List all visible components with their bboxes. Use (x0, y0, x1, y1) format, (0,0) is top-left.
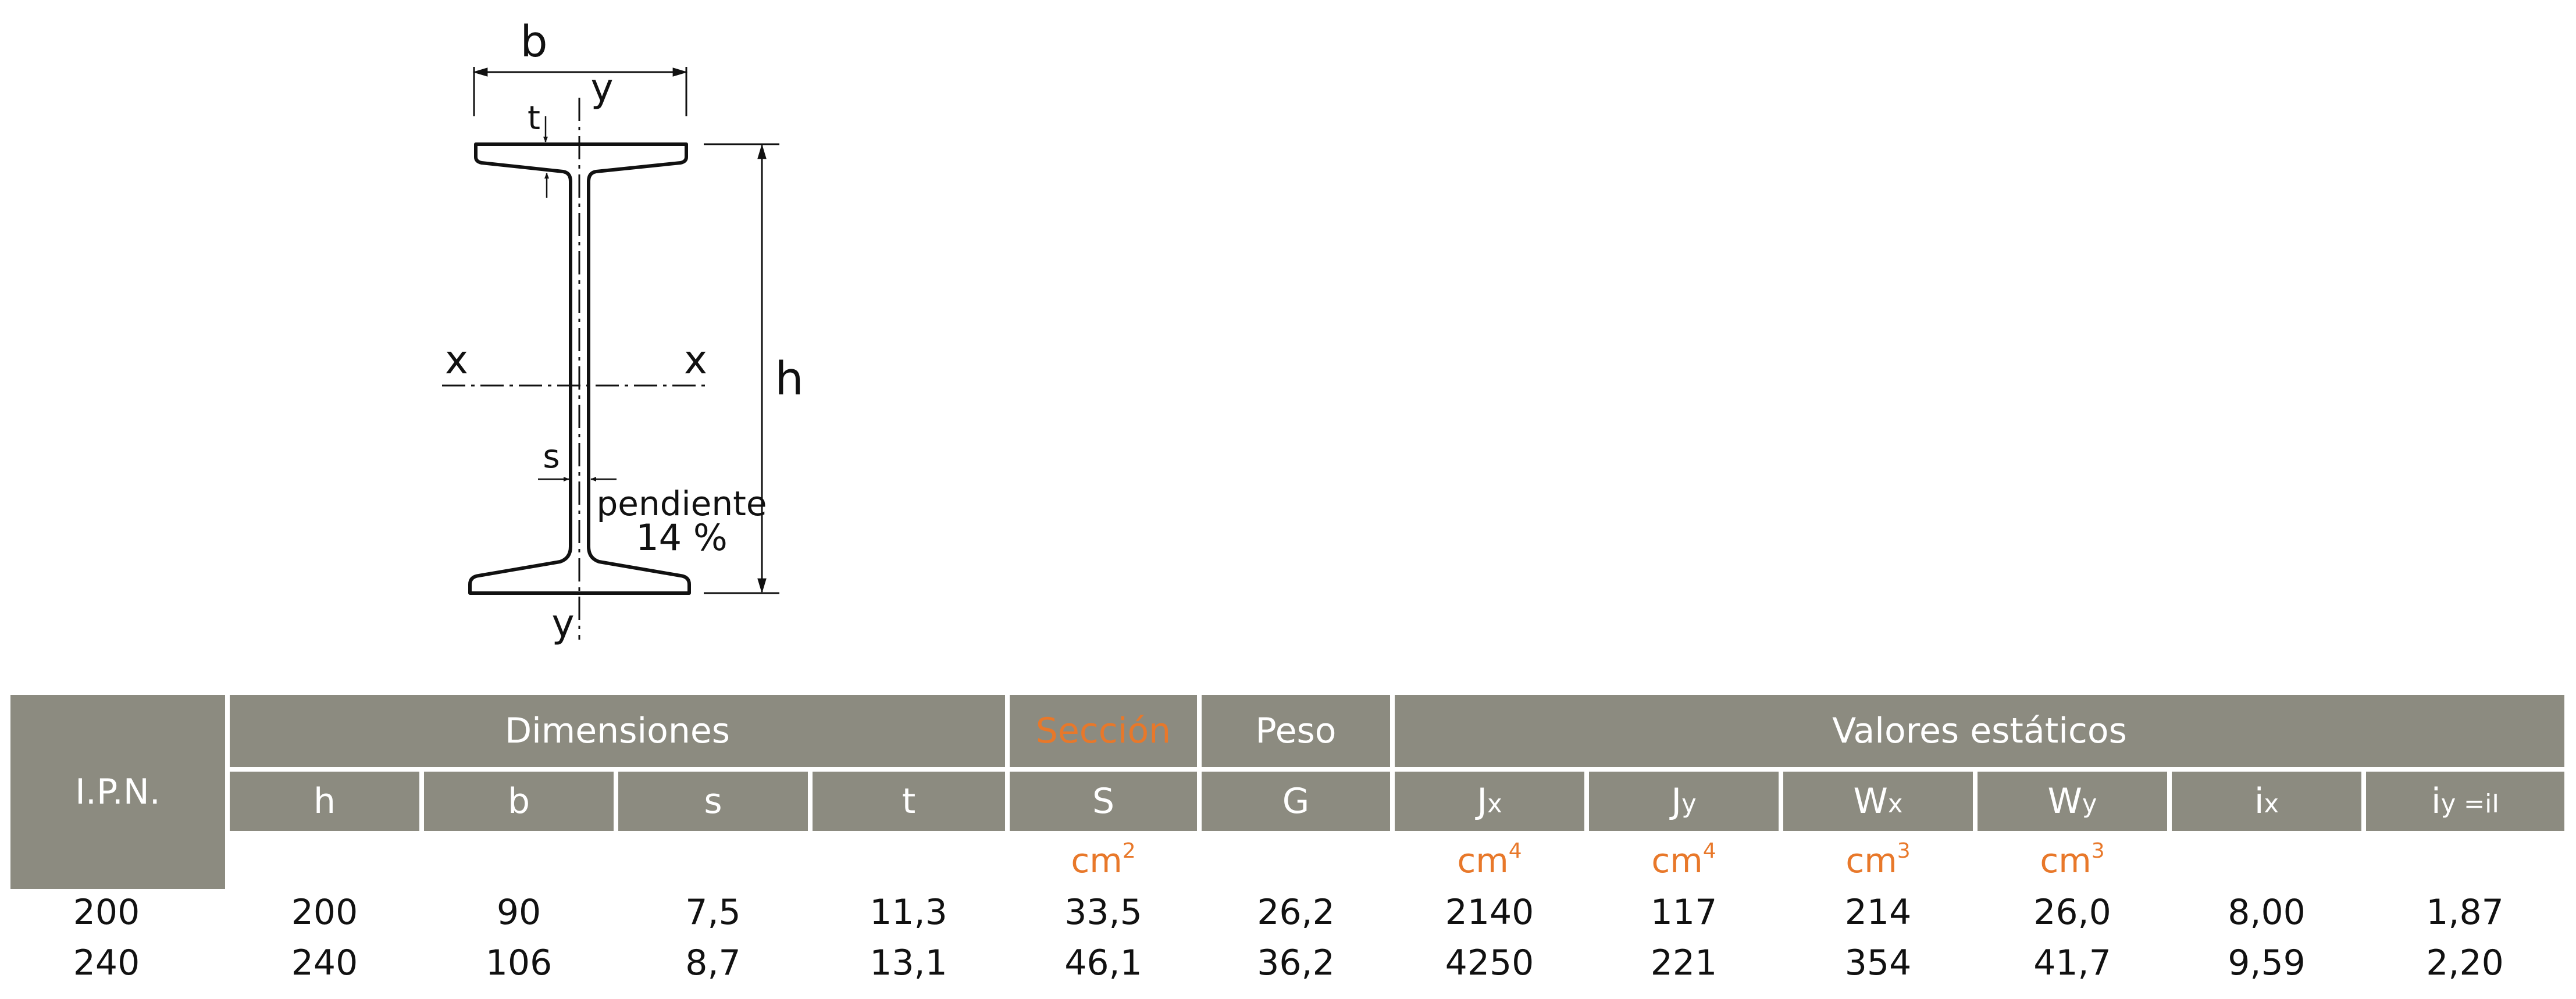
table-cell: 26,2 (1257, 892, 1335, 933)
table-cell: 354 (1844, 943, 1912, 983)
row-profile-cell: 240 (73, 943, 140, 983)
slope-label: pendiente (596, 484, 767, 523)
unit-Jy-label: cm (1651, 841, 1703, 880)
seccion-header-label: Sección (1035, 711, 1171, 751)
dimensiones-header-label: Dimensiones (504, 711, 731, 751)
unit-S-label: cm (1071, 841, 1123, 880)
col-header-b-label: b (507, 781, 530, 822)
table-cell: 8,00 (2228, 892, 2306, 933)
unit-Wx-exponent: 3 (1897, 839, 1911, 864)
x-right-label: x (684, 337, 707, 383)
s-label: s (543, 438, 560, 476)
col-header-Wy-subscript: y (2082, 790, 2097, 819)
y-bottom-label: y (551, 601, 574, 646)
table-cell: 214 (1844, 892, 1912, 933)
valores-estaticos-header: Valores estáticos (1395, 695, 2564, 767)
table-cell: 2140 (1445, 892, 1534, 933)
col-header-S-label: S (1092, 781, 1115, 822)
ipn-header-label: I.P.N. (75, 772, 161, 812)
table-cell: 117 (1650, 892, 1718, 933)
table-cell: 1,87 (2426, 892, 2504, 933)
table-cell: 8,7 (685, 943, 741, 983)
table-cell: 33,5 (1064, 892, 1142, 933)
col-header-s-label: s (704, 781, 722, 822)
y-top-label: y (590, 66, 613, 110)
col-header-Jy-label: J (1671, 781, 1682, 822)
col-header-t-label: t (902, 781, 916, 822)
unit-Jx-exponent: 4 (1508, 839, 1522, 864)
table-cell: 11,3 (870, 892, 947, 933)
col-header-ix-subscript: x (2264, 790, 2279, 819)
slope-value: 14 % (636, 516, 728, 559)
table-cell: 46,1 (1064, 943, 1142, 983)
b-label: b (521, 17, 548, 67)
t-label: t (528, 99, 540, 137)
table-cell: 106 (485, 943, 553, 983)
col-header-Jx-subscript: x (1487, 790, 1502, 819)
table-cell: 2,20 (2426, 943, 2504, 983)
table-cell: 7,5 (685, 892, 741, 933)
unit-Jy: cm 4 (1589, 834, 1779, 887)
unit-Wx: cm 3 (1783, 834, 1973, 887)
dimensiones-header: Dimensiones (230, 695, 1005, 767)
unit-Wy: cm 3 (1978, 834, 2167, 887)
col-header-Jy-subscript: y (1681, 790, 1697, 819)
unit-Wx-label: cm (1845, 841, 1897, 880)
unit-Wy-label: cm (2040, 841, 2092, 880)
col-header-Wx-label: W (1853, 781, 1888, 822)
peso-header: Peso (1202, 695, 1390, 767)
table-cell: 240 (291, 943, 358, 983)
col-header-ix-label: i (2254, 781, 2264, 822)
beam-outline (468, 142, 691, 595)
table-cell: 13,1 (870, 943, 947, 983)
unit-Jx-label: cm (1457, 841, 1509, 880)
col-header-G-label: G (1282, 781, 1310, 822)
col-header-Wx-subscript: x (1887, 790, 1903, 819)
row-profile-cell: 200 (73, 892, 140, 933)
col-header-iy-subscript-2: I (2492, 790, 2499, 819)
table-cell: 221 (1650, 943, 1718, 983)
col-header-Wy-label: W (2047, 781, 2082, 822)
ipn-header: I.P.N. (10, 695, 225, 889)
table-cell: 4250 (1445, 943, 1534, 983)
table-cell: 90 (496, 892, 541, 933)
unit-S: cm 2 (1010, 834, 1197, 887)
col-header-h: h (230, 772, 419, 831)
table-cell: 41,7 (2033, 943, 2111, 983)
unit-S-exponent: 2 (1122, 839, 1136, 864)
col-header-Jx-label: J (1477, 781, 1488, 822)
seccion-header: Sección (1010, 695, 1197, 767)
unit-Jx: cm 4 (1395, 834, 1584, 887)
col-header-iy-label: i (2431, 781, 2441, 822)
table-cell: 200 (291, 892, 358, 933)
col-header-G: G (1202, 772, 1390, 831)
col-header-iy-subscript: y =i (2440, 790, 2492, 819)
h-label: h (775, 353, 803, 405)
unit-Jy-exponent: 4 (1702, 839, 1716, 864)
peso-header-label: Peso (1255, 711, 1337, 751)
x-left-label: x (445, 337, 468, 383)
unit-Wy-exponent: 3 (2091, 839, 2105, 864)
i-beam-section-drawing: b y h t x x s pendiente 14 % y (442, 17, 804, 646)
table-cell: 36,2 (1257, 943, 1335, 983)
col-header-s: s (618, 772, 808, 831)
col-header-h-label: h (313, 781, 336, 822)
col-header-t: t (813, 772, 1005, 831)
col-header-b: b (424, 772, 614, 831)
table-cell: 26,0 (2033, 892, 2111, 933)
table-cell: 9,59 (2228, 943, 2306, 983)
col-header-S: S (1010, 772, 1197, 831)
valores-estaticos-header-label: Valores estáticos (1832, 711, 2127, 751)
